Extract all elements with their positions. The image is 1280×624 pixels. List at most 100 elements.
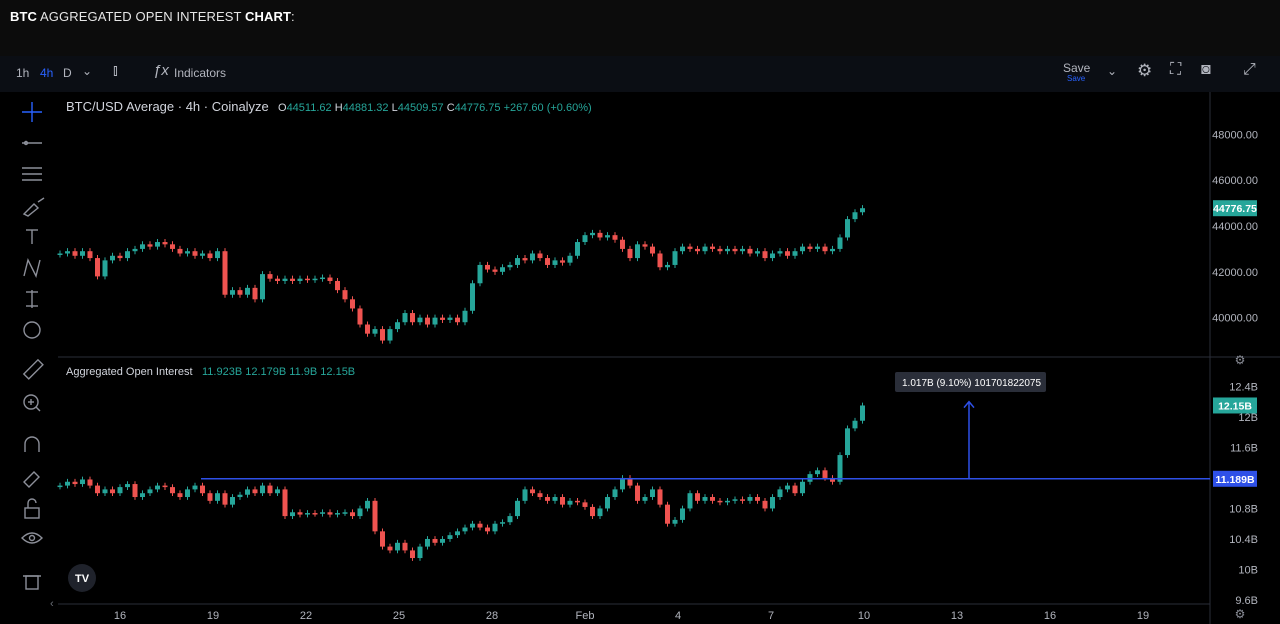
candle-body — [245, 287, 250, 295]
candle-body — [627, 248, 633, 259]
candle-body — [57, 485, 63, 488]
candle-body — [342, 512, 348, 514]
candle-body — [207, 253, 213, 259]
interval-1h-button[interactable]: 1h — [16, 66, 30, 80]
trend-line-icon[interactable] — [22, 140, 42, 146]
candle-body — [177, 248, 183, 254]
candle-body — [837, 237, 843, 249]
settings-gear-icon[interactable]: ⚙ — [1137, 61, 1153, 80]
emoji-icon[interactable] — [23, 321, 41, 339]
fullscreen-icon[interactable]: ⛶ — [1170, 61, 1182, 78]
candle-body — [327, 512, 333, 515]
candle-body — [732, 499, 738, 501]
collapse-toolbar-chevron-icon[interactable]: ‹ — [50, 598, 54, 610]
candle-body — [162, 485, 168, 488]
candle-body — [387, 329, 393, 341]
brush-icon[interactable] — [22, 197, 45, 217]
lock-icon[interactable] — [24, 498, 40, 519]
candle-body — [417, 546, 423, 559]
candle-body — [687, 246, 693, 249]
candle-body — [755, 251, 760, 254]
y-tick-label: 9.6B — [1235, 595, 1258, 607]
candle-body — [747, 248, 753, 254]
screenshot-camera-icon[interactable]: ◙ — [1201, 61, 1211, 78]
interval-d-button[interactable]: D — [63, 66, 72, 80]
indicators-button[interactable]: Indicators — [174, 66, 227, 80]
prediction-icon[interactable] — [26, 290, 38, 308]
ruler-icon[interactable] — [22, 358, 44, 380]
candle-body — [297, 278, 303, 281]
pattern-icon[interactable] — [23, 257, 41, 279]
candle-body — [485, 264, 490, 270]
publish-icon[interactable]: ⤢ — [1243, 61, 1256, 78]
x-tick-label: 10 — [858, 610, 870, 622]
text-tool-icon[interactable] — [26, 229, 38, 244]
eye-icon[interactable] — [21, 532, 43, 544]
candle-body — [372, 500, 378, 532]
price-legend-title: BTC/USD Average · 4h · Coinalyze — [66, 99, 269, 114]
candle-body — [110, 489, 115, 494]
candle-body — [170, 244, 175, 249]
candle-body — [222, 493, 228, 505]
magnet-icon[interactable] — [24, 436, 40, 452]
candle-body — [657, 253, 663, 268]
candle-body — [717, 500, 723, 503]
candle-body — [275, 489, 280, 494]
candle-body — [665, 504, 670, 524]
candle-body — [845, 428, 850, 456]
crosshair-icon[interactable] — [22, 102, 42, 122]
time-axis-settings-gear-icon[interactable]: ⚙ — [1235, 607, 1246, 621]
fib-retracement-icon[interactable] — [22, 167, 42, 181]
axes-layer: 48000.00 46000.00 44000.00 42000.00 40000.00… — [114, 129, 1258, 622]
candle-body — [417, 317, 423, 323]
stay-drawing-mode-icon[interactable] — [23, 471, 40, 488]
candle-body — [725, 248, 730, 252]
candle-body — [710, 497, 715, 501]
candle-body — [560, 260, 565, 263]
x-tick-label: 19 — [1137, 610, 1149, 622]
candle-body — [785, 251, 790, 256]
candle-body — [282, 489, 288, 517]
candle-body — [282, 278, 288, 281]
page-headline: BTC AGGREGATED OPEN INTEREST CHART: — [10, 9, 295, 24]
candle-body — [125, 251, 130, 259]
candle-body — [440, 317, 445, 320]
candle-body — [462, 310, 468, 323]
candle-body — [117, 487, 123, 494]
open-interest-pane[interactable] — [57, 402, 866, 561]
candle-body — [762, 251, 768, 259]
candle-body — [785, 485, 790, 490]
candle-body — [432, 317, 438, 325]
candle-body — [860, 405, 865, 421]
trash-icon[interactable] — [23, 575, 41, 590]
candle-body — [777, 489, 783, 498]
candle-body — [837, 455, 843, 482]
candle-body — [477, 264, 483, 284]
candle-body — [155, 485, 160, 490]
candle-body — [500, 522, 505, 524]
price-pane[interactable] — [57, 205, 866, 344]
interval-dropdown-chevron-icon[interactable]: ⌄ — [82, 64, 93, 78]
save-dropdown-chevron-icon[interactable]: ⌄ — [1107, 64, 1118, 78]
candle-body — [530, 253, 535, 261]
pane-settings-gear-icon[interactable]: ⚙ — [1235, 353, 1246, 367]
x-tick-label: 19 — [207, 610, 219, 622]
save-button[interactable]: Save — [1063, 61, 1091, 75]
candle-body — [80, 251, 85, 256]
candle-body — [852, 212, 858, 220]
interval-4h-button[interactable]: 4h — [40, 66, 54, 80]
candle-body — [515, 500, 520, 517]
candle-body — [530, 489, 535, 494]
candle-body — [425, 317, 430, 325]
candle-type-icon[interactable]: ⫾ — [113, 62, 118, 79]
zoom-in-icon[interactable] — [23, 394, 41, 412]
candle-body — [560, 497, 565, 505]
candle-body — [672, 251, 678, 265]
candle-body — [522, 258, 528, 261]
x-tick-label: 22 — [300, 610, 312, 622]
candle-body — [207, 493, 213, 501]
candle-body — [185, 489, 190, 498]
candle-body — [147, 489, 153, 494]
candle-body — [777, 251, 783, 254]
candle-body — [545, 497, 550, 501]
